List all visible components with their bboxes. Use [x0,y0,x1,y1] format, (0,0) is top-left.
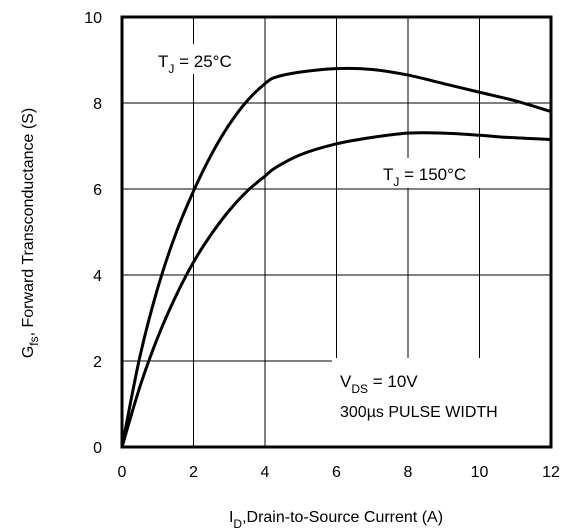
annotation-vds: VDS = 10V [340,372,418,396]
x-tick-label: 4 [261,464,270,481]
plot-frame [120,15,553,449]
y-tick-label: 4 [93,268,102,285]
y-tick-label: 8 [93,96,102,113]
x-tick-label: 6 [332,464,341,481]
x-tick-label: 2 [189,464,198,481]
tick-labels: 0 2 4 6 8 10 12 0 2 4 6 8 10 [84,10,560,481]
y-axis-label: Gfs, Forward Transconductance (S) [20,108,41,358]
y-tick-label: 2 [93,354,102,371]
series-label-150c-bg [376,158,496,188]
y-tick-label: 0 [93,440,102,457]
series-lines [120,66,552,448]
series-label-150c: TJ = 150°C [383,165,466,189]
series-line-150c [120,131,552,448]
x-tick-label: 12 [542,464,560,481]
series-label-25c-bg [152,44,260,74]
series-line-25c [120,66,552,448]
x-tick-label: 10 [471,464,489,481]
annotation-bg [332,358,550,448]
x-tick-label: 8 [404,464,413,481]
y-tick-label: 10 [84,10,102,27]
x-tick-label: 0 [118,464,127,481]
x-axis-label: ID,Drain-to-Source Current (A) [229,509,443,531]
annotation-pulse-width: 300µs PULSE WIDTH [340,404,498,421]
y-tick-label: 6 [93,182,102,199]
series-label-25c: TJ = 25°C [158,52,232,76]
